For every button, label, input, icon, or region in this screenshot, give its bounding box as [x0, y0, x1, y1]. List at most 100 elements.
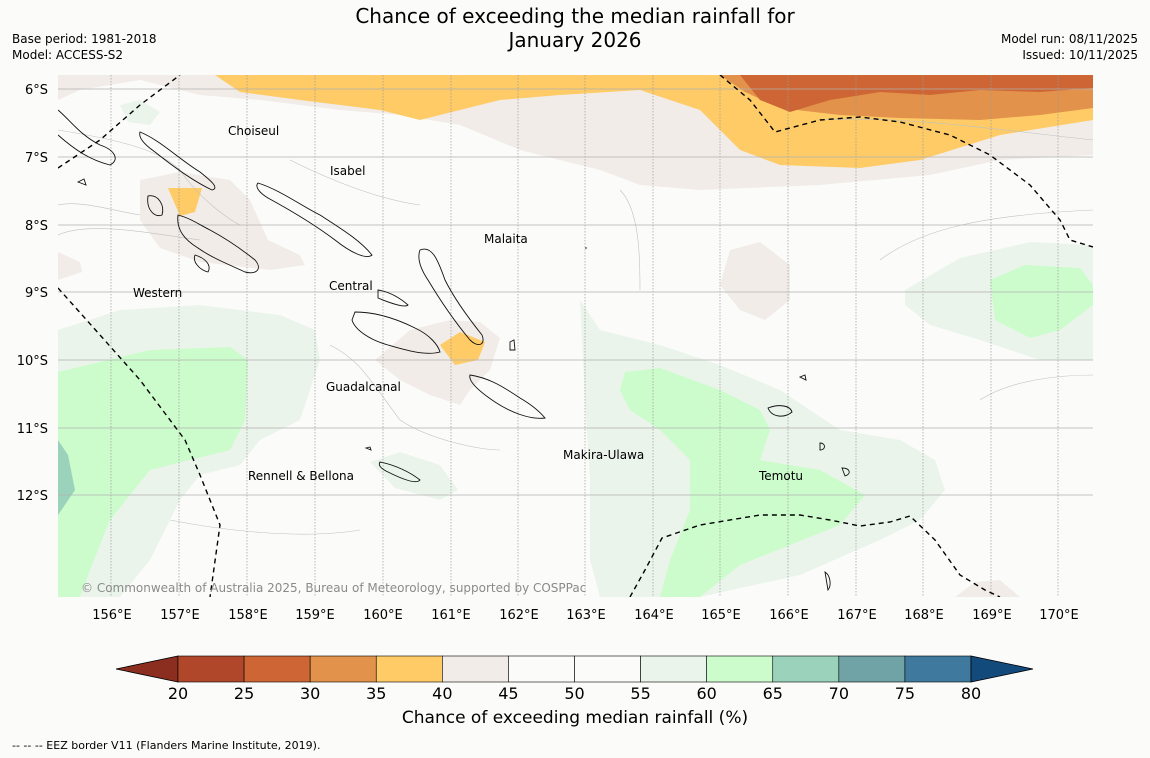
latitude-labels: 6°S 7°S 8°S 9°S 10°S 11°S 12°S	[17, 83, 48, 504]
rennell-coast	[378, 461, 421, 483]
colorbar-tick-label: 80	[961, 684, 981, 703]
lat-label: 8°S	[25, 219, 48, 234]
colorbar-segment	[508, 655, 575, 683]
santacruz-coast	[767, 405, 793, 417]
lat-label: 10°S	[17, 354, 48, 369]
region-label-guadalcanal: Guadalcanal	[326, 380, 401, 394]
map-title: Chance of exceeding the median rainfall …	[0, 4, 1150, 52]
colorbar-tick-label: 55	[630, 684, 650, 703]
lon-label: 156°E	[92, 608, 132, 623]
colorbar-tick-label: 30	[300, 684, 320, 703]
colorbar-arrow-low	[115, 655, 179, 683]
region-label-rennell-bellona: Rennell & Bellona	[248, 469, 354, 483]
colorbar-segment	[904, 655, 972, 683]
guadalcanal-coast	[351, 311, 441, 354]
meta-right: Model run: 08/11/2025 Issued: 10/11/2025	[1001, 31, 1138, 63]
rendova-coast	[193, 254, 210, 273]
map-plot-area	[58, 75, 1093, 597]
region-label-makira-ulawa: Makira-Ulawa	[563, 448, 644, 462]
band-40-45-bottom	[955, 580, 1020, 597]
model-run: Model run: 08/11/2025	[1000, 32, 1138, 46]
region-label-temotu: Temotu	[758, 469, 803, 483]
colorbar	[115, 655, 1034, 683]
colorbar-segment	[772, 655, 840, 683]
bougainville-coast	[58, 109, 116, 166]
colorbar-tick-label: 25	[234, 684, 254, 703]
colorbar-segment	[243, 655, 311, 683]
region-label-choiseul: Choiseul	[228, 124, 279, 138]
lon-label: 164°E	[634, 608, 674, 623]
band-65-70-west	[58, 440, 75, 515]
colorbar-segment	[574, 655, 641, 683]
lon-label: 159°E	[295, 608, 335, 623]
band-60-65-east	[990, 265, 1093, 338]
issued-date: Issued: 10/11/2025	[1022, 48, 1138, 62]
choiseul-coast	[139, 131, 216, 191]
colorbar-segment	[177, 655, 245, 683]
vella-coast	[147, 195, 164, 217]
colorbar-segment	[640, 655, 707, 683]
lon-label: 168°E	[904, 608, 944, 623]
region-label-central: Central	[329, 279, 373, 293]
model-name: Model: ACCESS-S2	[12, 48, 124, 62]
lat-label: 12°S	[17, 489, 48, 504]
longitude-gridlines	[110, 75, 1059, 597]
colorbar-tick-label: 45	[498, 684, 518, 703]
title-line-2: January 2026	[508, 28, 642, 52]
lon-label: 170°E	[1039, 608, 1079, 623]
lon-label: 160°E	[363, 608, 403, 623]
band-40-45-left	[58, 252, 82, 280]
lon-label: 165°E	[701, 608, 741, 623]
lon-label: 167°E	[837, 608, 877, 623]
colorbar-tick-label: 65	[763, 684, 783, 703]
lat-label: 9°S	[25, 286, 48, 301]
isabel-coast	[256, 182, 373, 257]
colorbar-segment	[706, 655, 774, 683]
colorbar-segment	[309, 655, 377, 683]
colorbar-label: Chance of exceeding median rainfall (%)	[401, 708, 749, 728]
lat-label: 11°S	[17, 422, 48, 437]
band-40-45-east	[720, 242, 790, 320]
band-60-65-west	[58, 347, 248, 597]
colorbar-tick-label: 50	[564, 684, 584, 703]
meta-left: Base period: 1981-2018 Model: ACCESS-S2	[12, 31, 157, 63]
lon-label: 166°E	[769, 608, 809, 623]
colorbar-tick-label: 40	[432, 684, 452, 703]
colorbar-arrow-high	[970, 655, 1034, 683]
region-label-malaita: Malaita	[484, 232, 528, 246]
colorbar-tick-label: 75	[895, 684, 915, 703]
lat-label: 7°S	[25, 151, 48, 166]
band-25-30-north	[740, 75, 1093, 112]
lon-label: 157°E	[160, 608, 200, 623]
colorbar-ticks: 20 25 30 35 40 45 50 55 60 65 70 75 80	[168, 684, 981, 703]
region-label-western: Western	[133, 286, 182, 300]
band-60-65-central	[620, 368, 865, 597]
copyright-text: © Commonwealth of Australia 2025, Bureau…	[81, 581, 586, 595]
makira-coast	[469, 374, 546, 419]
lon-label: 162°E	[499, 608, 539, 623]
eez-border	[58, 75, 1093, 597]
title-line-1: Chance of exceeding the median rainfall …	[355, 4, 795, 28]
lat-label: 6°S	[25, 83, 48, 98]
lon-label: 158°E	[228, 608, 268, 623]
lon-label: 161°E	[431, 608, 471, 623]
florida-coast	[377, 289, 409, 307]
eez-footnote: -- -- -- EEZ border V11 (Flanders Marine…	[12, 739, 321, 752]
malaita-coast	[418, 248, 484, 346]
colorbar-segment	[375, 655, 443, 683]
band-35-40-western	[168, 188, 202, 216]
colorbar-segment	[442, 655, 509, 683]
colorbar-tick-label: 35	[366, 684, 386, 703]
coastlines	[58, 109, 850, 592]
newgeorgia-coast	[177, 214, 259, 274]
longitude-labels: 156°E 157°E 158°E 159°E 160°E 161°E 162°…	[92, 608, 1079, 623]
region-labels: Choiseul Isabel Malaita Central Western …	[133, 124, 803, 483]
colorbar-tick-label: 60	[696, 684, 716, 703]
region-label-isabel: Isabel	[330, 164, 365, 178]
latitude-gridlines	[58, 88, 1093, 496]
base-period: Base period: 1981-2018	[12, 32, 157, 46]
band-55-60-topleft	[120, 100, 160, 125]
colorbar-tick-label: 70	[829, 684, 849, 703]
lon-label: 169°E	[972, 608, 1012, 623]
